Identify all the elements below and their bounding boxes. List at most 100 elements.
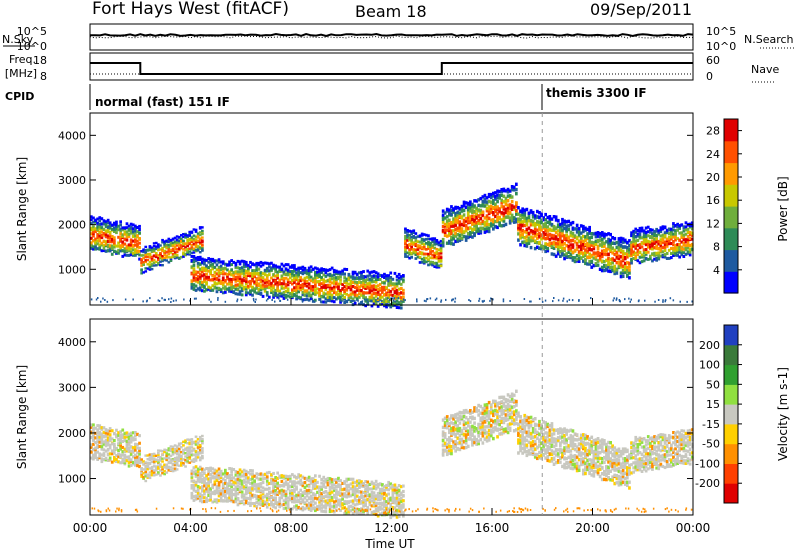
scatter-cell	[255, 283, 259, 287]
scatter-cell	[110, 240, 114, 244]
scatter-cell	[552, 246, 556, 250]
scatter-cell	[326, 295, 330, 299]
scatter-cell	[175, 458, 179, 462]
scatter-cell	[577, 259, 581, 263]
scatter-cell	[272, 491, 275, 495]
scatter-cell	[653, 237, 656, 241]
scatter-cell	[412, 249, 416, 253]
scatter-cell	[364, 279, 367, 283]
scatter-cell	[525, 229, 529, 233]
scatter-cell	[439, 244, 443, 247]
scatter-cell	[439, 246, 443, 250]
scatter-cell	[322, 295, 326, 299]
scatter-cell	[550, 236, 554, 240]
scatter-cell	[125, 435, 129, 439]
scatter-cell	[98, 225, 102, 229]
scatter-cell	[552, 240, 556, 245]
scatter-cell	[316, 267, 319, 271]
scatter-cell	[322, 273, 326, 277]
scatter-cell	[188, 461, 192, 464]
scatter-cell	[389, 279, 393, 282]
scatter-cell	[171, 237, 175, 240]
scatter-cell	[569, 239, 573, 243]
scatter-cell	[541, 300, 544, 303]
scatter-cell	[328, 285, 332, 289]
scatter-cell	[92, 234, 95, 238]
scatter-cell	[173, 251, 177, 254]
scatter-cell	[571, 258, 575, 262]
scatter-cell	[399, 277, 403, 281]
scatter-cell	[684, 228, 688, 232]
scatter-cell	[314, 276, 317, 280]
scatter-cell	[125, 455, 129, 459]
scatter-cell	[186, 452, 189, 455]
scatter-cell	[198, 474, 202, 478]
scatter-cell	[477, 229, 480, 233]
scatter-cell	[293, 500, 296, 504]
scatter-cell	[257, 289, 261, 293]
scatter-cell	[303, 283, 307, 287]
scatter-cell	[134, 463, 137, 467]
scatter-cell	[339, 270, 342, 274]
scatter-cell	[104, 431, 108, 435]
scatter-cell	[238, 280, 242, 284]
scatter-cell	[682, 255, 686, 258]
scatter-cell	[651, 244, 654, 248]
scatter-cell	[489, 299, 491, 302]
scatter-cell	[194, 457, 198, 460]
scatter-cell	[460, 227, 464, 231]
scatter-cell	[127, 232, 131, 236]
scatter-cell	[506, 215, 510, 219]
scatter-cell	[253, 481, 256, 485]
scatter-cell	[674, 235, 677, 239]
scatter-cell	[259, 264, 263, 268]
scatter-cell	[234, 489, 238, 493]
scatter-cell	[192, 239, 196, 242]
scatter-cell	[171, 253, 175, 256]
scatter-cell	[154, 469, 158, 472]
scatter-cell	[157, 471, 160, 474]
scatter-cell	[536, 215, 539, 219]
scatter-cell	[152, 254, 156, 257]
scatter-cell	[372, 270, 376, 274]
scatter-cell	[628, 271, 631, 275]
scatter-cell	[335, 272, 338, 276]
scatter-cell	[454, 223, 457, 227]
scatter-cell	[515, 192, 518, 196]
scatter-cell	[469, 233, 472, 237]
scatter-cell	[327, 299, 329, 302]
scatter-cell	[483, 204, 487, 208]
scatter-cell	[626, 265, 629, 270]
scatter-cell	[339, 492, 342, 496]
scatter-cell	[165, 458, 169, 462]
scatter-cell	[201, 240, 204, 244]
scatter-cell	[219, 268, 223, 271]
scatter-cell	[540, 228, 543, 232]
scatter-cell	[94, 436, 97, 440]
scatter-cell	[104, 242, 108, 246]
scatter-cell	[663, 231, 667, 235]
scatter-cell	[320, 282, 323, 286]
scatter-cell	[263, 487, 267, 491]
scatter-cell	[167, 245, 171, 249]
scatter-cell	[249, 503, 252, 507]
scatter-cell	[291, 282, 294, 286]
scatter-cell	[213, 492, 217, 496]
scatter-cell	[213, 469, 217, 473]
scatter-cell	[563, 234, 566, 238]
scatter-cell	[594, 251, 598, 255]
scatter-cell	[240, 493, 244, 497]
scatter-cell	[112, 299, 114, 302]
scatter-cell	[108, 249, 112, 253]
scatter-cell	[249, 265, 252, 269]
scatter-cell	[242, 265, 246, 269]
scatter-cell	[414, 248, 418, 252]
scatter-cell	[280, 479, 284, 483]
scatter-cell	[362, 285, 365, 289]
scatter-cell	[389, 289, 393, 293]
scatter-cell	[688, 243, 692, 247]
scatter-cell	[282, 286, 286, 290]
scatter-cell	[138, 231, 141, 235]
scatter-cell	[529, 220, 533, 225]
scatter-cell	[584, 258, 587, 262]
